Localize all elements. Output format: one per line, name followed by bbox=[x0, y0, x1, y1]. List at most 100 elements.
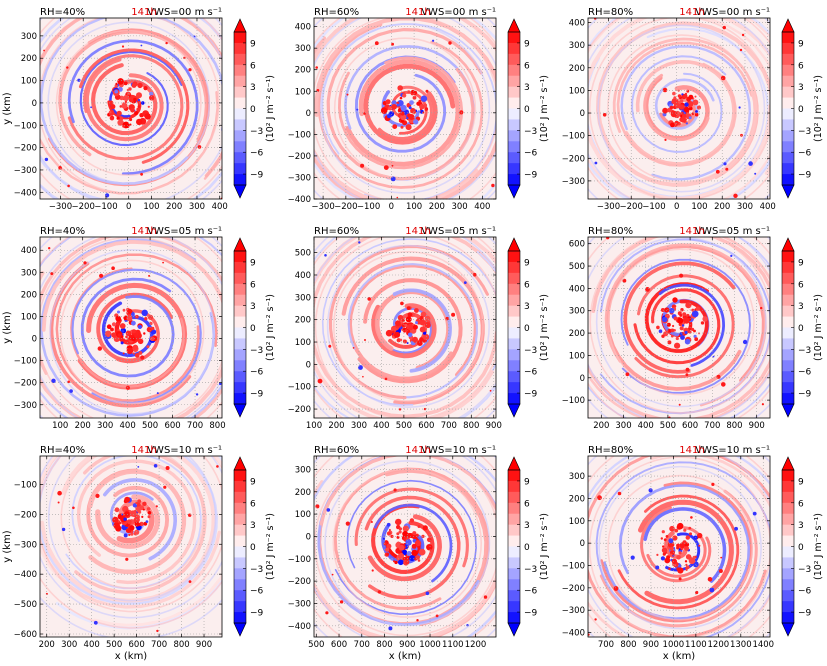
y-tick-label: 200 bbox=[569, 64, 585, 74]
colorbar-tick-label: 9 bbox=[524, 477, 530, 487]
x-tick-label: 900 bbox=[749, 421, 765, 431]
colorbar-tick-label: −6 bbox=[798, 149, 812, 159]
colorbar-tick-label: −6 bbox=[524, 149, 538, 159]
panel-vws-title: VWS=05 m s⁻¹ bbox=[421, 226, 496, 237]
x-axis-label: x (km) bbox=[663, 651, 696, 662]
x-tick-label: 800 bbox=[463, 421, 479, 431]
colorbar-label: (10² J m⁻² s⁻¹) bbox=[813, 513, 824, 580]
y-tick-label: 200 bbox=[21, 290, 37, 300]
x-tick-label: 0 bbox=[674, 202, 679, 212]
y-tick-label: −100 bbox=[562, 132, 585, 142]
y-tick-label: 200 bbox=[295, 66, 311, 76]
x-tick-label: 1000 bbox=[663, 640, 685, 650]
x-tick-label: −300 bbox=[311, 202, 334, 212]
colorbar-tick-label: 6 bbox=[250, 280, 256, 290]
colorbar: 9 6 3 0 −3 −6 −9 (10² J m⁻² s⁻¹) bbox=[507, 456, 550, 637]
colorbar: 9 6 3 0 −3 −6 −9 (10² J m⁻² s⁻¹) bbox=[781, 237, 824, 418]
y-axis-label: y (km) bbox=[2, 92, 13, 125]
panel-rh-title: RH=60% bbox=[314, 445, 359, 456]
colorbar: 9 6 3 0 −3 −6 −9 (10² J m⁻² s⁻¹) bbox=[233, 456, 276, 637]
panel-rh-title: RH=60% bbox=[314, 226, 359, 237]
axes-frame bbox=[587, 236, 771, 419]
axes-frame bbox=[313, 236, 497, 419]
y-tick-label: −200 bbox=[562, 584, 585, 594]
panel-rh-title: RH=40% bbox=[40, 7, 85, 18]
y-tick-label: 100 bbox=[295, 87, 311, 97]
colorbar-tick-label: 9 bbox=[250, 477, 256, 487]
x-tick-label: 900 bbox=[643, 640, 659, 650]
y-tick-label: −100 bbox=[14, 480, 37, 490]
colorbar-tick-label: −3 bbox=[250, 565, 263, 575]
colorbar-tick-label: 9 bbox=[250, 258, 256, 268]
flux-field bbox=[314, 237, 496, 418]
x-tick-label: 400 bbox=[760, 202, 776, 212]
x-tick-label: 800 bbox=[173, 640, 189, 650]
x-tick-label: 100 bbox=[52, 421, 68, 431]
colorbar-tick-label: 6 bbox=[798, 280, 804, 290]
x-tick-label: 300 bbox=[737, 202, 753, 212]
y-axis-label: y (km) bbox=[2, 530, 13, 563]
y-tick-label: 100 bbox=[295, 510, 311, 520]
colorbar-tick-label: 0 bbox=[524, 105, 530, 115]
y-tick-label: 200 bbox=[295, 488, 311, 498]
x-tick-label: 900 bbox=[399, 640, 415, 650]
colorbar-tick-label: 9 bbox=[524, 258, 530, 268]
panel-1-3: −300 −200 −100 0 100 200 300 4004003002001000−1… bbox=[562, 7, 824, 212]
x-tick-label: 700 bbox=[704, 421, 720, 431]
x-tick-label: 1000 bbox=[419, 640, 441, 650]
x-tick-label: 700 bbox=[151, 640, 167, 650]
y-tick-label: 200 bbox=[569, 494, 585, 504]
colorbar-tick-label: −3 bbox=[524, 127, 537, 137]
colorbar-tick-label: 3 bbox=[798, 302, 804, 312]
y-tick-label: 200 bbox=[569, 329, 585, 339]
x-tick-label: 400 bbox=[120, 421, 136, 431]
colorbar-label: (10² J m⁻² s⁻¹) bbox=[539, 513, 550, 580]
y-tick-label: −400 bbox=[288, 195, 311, 205]
panel-3-3: 700 800 900 1000 1100 1200 1300 14003002001000−… bbox=[562, 445, 824, 662]
grid bbox=[314, 456, 496, 637]
x-tick-label: −100 bbox=[357, 202, 380, 212]
colorbar-tick-label: −9 bbox=[524, 609, 538, 619]
colorbar-tick-label: −9 bbox=[798, 171, 812, 181]
y-tick-label: 300 bbox=[569, 41, 585, 51]
grid bbox=[40, 456, 222, 637]
panel-vws-title: VWS=00 m s⁻¹ bbox=[695, 7, 770, 18]
colorbar-tick-label: −9 bbox=[524, 390, 538, 400]
colorbar: 9 6 3 0 −3 −6 −9 (10² J m⁻² s⁻¹) bbox=[781, 456, 824, 637]
y-tick-label: 400 bbox=[569, 284, 585, 294]
x-tick-label: 100 bbox=[143, 202, 159, 212]
y-tick-label: 100 bbox=[295, 338, 311, 348]
panel-vws-title: VWS=05 m s⁻¹ bbox=[695, 226, 770, 237]
y-tick-label: 300 bbox=[295, 44, 311, 54]
colorbar-tick-label: 9 bbox=[798, 477, 804, 487]
colorbar-tick-label: −9 bbox=[250, 609, 264, 619]
panel-time-title: 141h bbox=[679, 7, 704, 18]
x-tick-label: −300 bbox=[597, 202, 620, 212]
panel-vws-title: VWS=00 m s⁻¹ bbox=[421, 7, 496, 18]
flux-field bbox=[588, 456, 770, 637]
panel-time-title: 141h bbox=[131, 226, 156, 237]
x-tick-label: 200 bbox=[593, 421, 609, 431]
y-tick-label: −200 bbox=[14, 510, 37, 520]
colorbar-tick-label: −6 bbox=[250, 149, 264, 159]
x-tick-label: 500 bbox=[142, 421, 158, 431]
x-tick-label: 200 bbox=[75, 421, 91, 431]
colorbar-tick-label: −3 bbox=[798, 127, 811, 137]
grid bbox=[40, 237, 222, 418]
flux-field bbox=[588, 237, 770, 418]
colorbar-tick-label: 3 bbox=[524, 83, 530, 93]
colorbar-tick-label: −6 bbox=[524, 587, 538, 597]
colorbar-tick-label: −6 bbox=[250, 368, 264, 378]
y-tick-label: −400 bbox=[14, 570, 37, 580]
panel-time-title: 141h bbox=[131, 7, 156, 18]
colorbar-tick-label: 0 bbox=[524, 543, 530, 553]
x-tick-label: 700 bbox=[598, 640, 614, 650]
x-tick-label: 1200 bbox=[465, 640, 487, 650]
colorbar: 9 6 3 0 −3 −6 −9 (10² J m⁻² s⁻¹) bbox=[781, 18, 824, 199]
x-tick-label: 500 bbox=[396, 421, 412, 431]
flux-field bbox=[314, 18, 496, 199]
colorbar-tick-label: −3 bbox=[798, 565, 811, 575]
y-tick-label: 0 bbox=[32, 335, 37, 345]
x-tick-label: 800 bbox=[620, 640, 636, 650]
panel-rh-title: RH=40% bbox=[40, 226, 85, 237]
